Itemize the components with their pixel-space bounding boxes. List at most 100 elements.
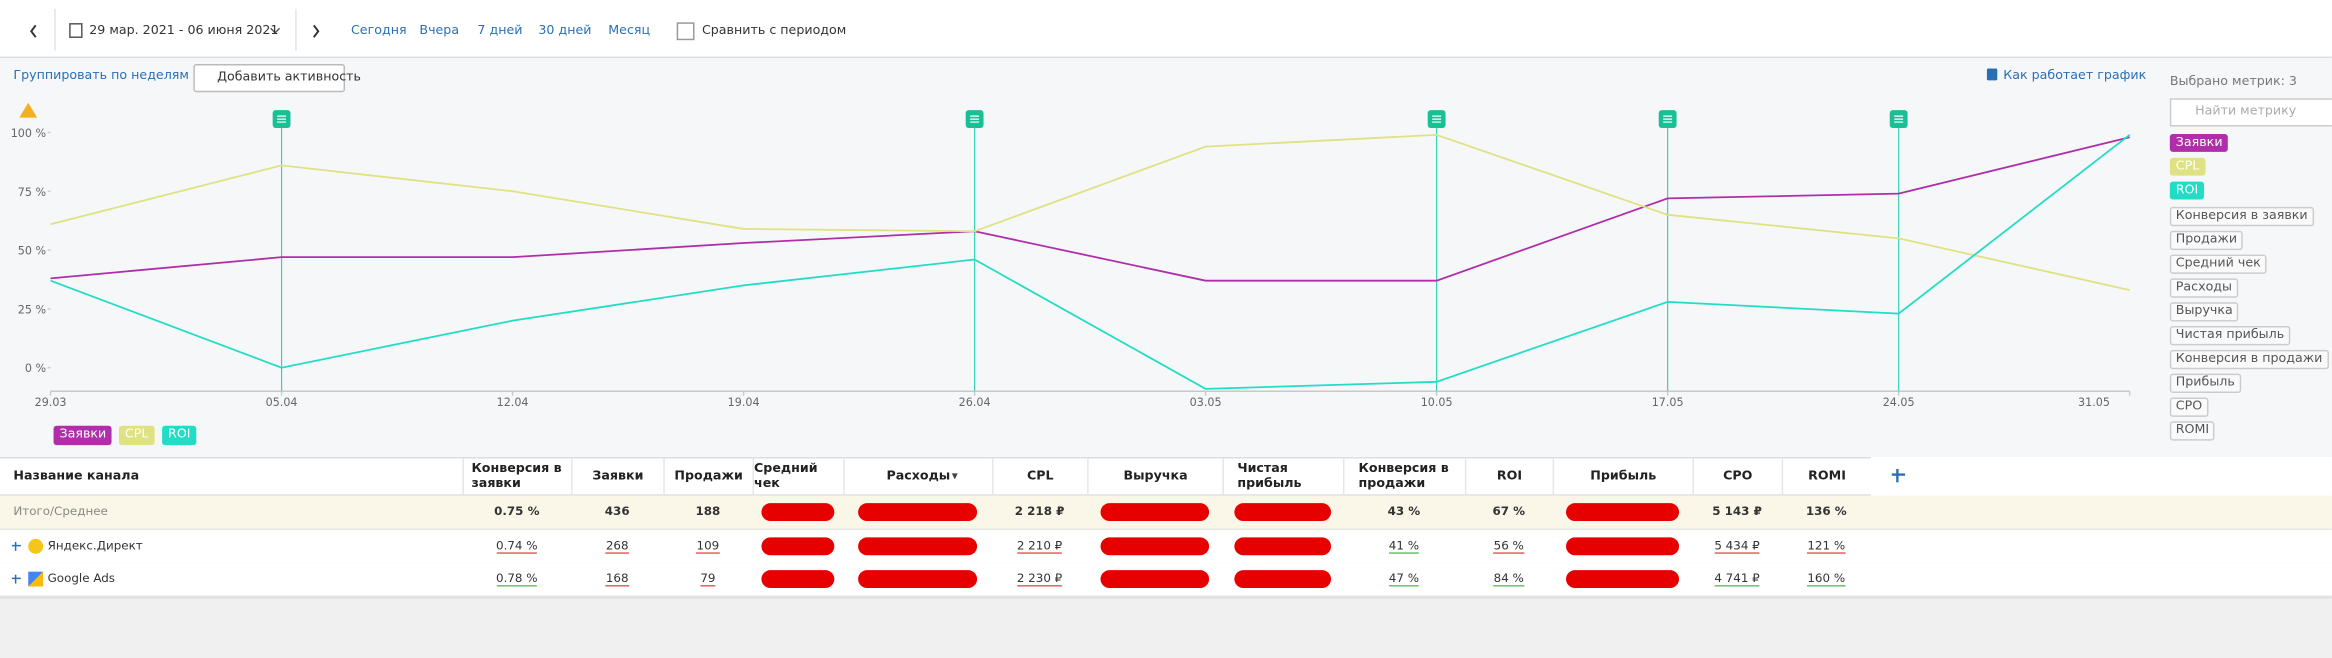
redaction <box>1234 570 1331 589</box>
header-cell[interactable]: Прибыль <box>1552 457 1693 496</box>
date-range[interactable]: 29 мар. 2021 - 06 июня 2021 <box>89 23 279 39</box>
header-cell[interactable]: Конверсия в заявки <box>462 457 572 496</box>
metrics-title: Выбрано метрик: 3 <box>2169 74 2297 90</box>
dropdown-icon[interactable] <box>270 27 281 34</box>
checkbox[interactable] <box>676 22 695 41</box>
add-column[interactable] <box>1890 464 1906 486</box>
cell-text: 268 <box>605 538 629 554</box>
cell-value: 5 434 ₽ <box>1692 537 1781 555</box>
y-tick-label: 0 % <box>25 362 46 375</box>
channel-name[interactable]: Яндекс.Директ <box>47 538 143 552</box>
metric-tag-selected[interactable]: CPL <box>2169 157 2206 176</box>
cell-value: 0.75 % <box>463 503 572 521</box>
header-cell[interactable]: Продажи <box>663 457 753 496</box>
search-placeholder[interactable]: Найти метрику <box>2195 104 2297 120</box>
cell-value: 41 % <box>1343 537 1465 555</box>
redaction <box>1566 503 1679 522</box>
warning-icon <box>19 102 38 118</box>
redaction <box>1234 536 1331 555</box>
metric-tag[interactable]: Расходы <box>2169 278 2238 298</box>
metric-tag[interactable]: Прибыль <box>2169 373 2241 394</box>
metric-tag[interactable]: Конверсия в продажи <box>2169 349 2329 370</box>
metric-tag[interactable]: ROMI <box>2169 421 2216 441</box>
cell-value: 121 % <box>1782 537 1871 555</box>
x-tick-label: 26.04 <box>959 396 991 409</box>
preset-link[interactable]: Месяц <box>608 23 651 39</box>
expand-icon[interactable] <box>11 541 21 551</box>
sort-arrow[interactable] <box>951 473 958 480</box>
channel-name[interactable]: Google Ads <box>47 571 116 586</box>
activity-marker-icon <box>1663 115 1673 123</box>
group-by[interactable]: Группировать по неделям <box>13 68 189 84</box>
x-tick-label: 24.05 <box>1883 396 1915 409</box>
header-cell[interactable]: ROMI <box>1781 457 1871 496</box>
header-cell[interactable]: Выручка <box>1087 457 1223 496</box>
next-button[interactable] <box>313 24 320 38</box>
metric-tag[interactable]: CPO <box>2169 397 2209 417</box>
cell-text: 56 % <box>1493 538 1524 554</box>
header-label: Прибыль <box>1590 468 1657 484</box>
header-cell[interactable]: Расходы <box>843 457 992 496</box>
header-cell[interactable]: Заявки <box>571 457 664 496</box>
cell-text: 2 230 ₽ <box>1016 571 1063 587</box>
redaction <box>1566 570 1679 589</box>
header-label: CPL <box>1026 468 1054 484</box>
expand-icon[interactable] <box>11 574 21 584</box>
series-line <box>50 133 2130 291</box>
toolbar <box>0 0 2332 59</box>
cell-value: 0.78 % <box>463 570 572 588</box>
cell-value: 4 741 ₽ <box>1692 570 1781 588</box>
search-box[interactable] <box>2169 98 2332 127</box>
header-label: Чистая прибыль <box>1237 461 1302 492</box>
preset-link[interactable]: Вчера <box>419 23 460 39</box>
redaction <box>761 570 835 589</box>
metric-tag[interactable]: Выручка <box>2169 302 2239 322</box>
header-cell[interactable]: Средний чек <box>752 457 844 496</box>
header-cell[interactable]: Чистая прибыль <box>1222 457 1343 496</box>
series-line <box>50 136 2130 282</box>
metric-tag-selected[interactable]: Заявки <box>2169 133 2229 152</box>
cell-value: 160 % <box>1782 570 1871 588</box>
header-label: Конверсия в заявки <box>471 461 562 492</box>
add-activity-button[interactable] <box>193 64 346 93</box>
x-tick-label: 05.04 <box>266 396 298 409</box>
add-activity-label[interactable]: Добавить активность <box>217 69 361 85</box>
header-cell[interactable]: CPO <box>1692 457 1782 496</box>
redaction <box>1100 570 1209 589</box>
cell-value: 56 % <box>1465 537 1553 555</box>
header-cell[interactable]: Конверсия в продажи <box>1342 457 1465 496</box>
toolbar-icons <box>30 8 320 51</box>
prev-button[interactable] <box>30 24 37 38</box>
metric-tag-selected[interactable]: ROI <box>2169 181 2205 200</box>
header-cell[interactable]: CPL <box>991 457 1088 496</box>
preset-link[interactable]: Сегодня <box>350 23 407 39</box>
metric-tag[interactable]: Средний чек <box>2169 254 2267 274</box>
header-label: ROMI <box>1808 468 1846 484</box>
preset-link[interactable]: 7 дней <box>477 23 523 39</box>
y-tick-label: 75 % <box>18 186 46 199</box>
y-tick-label: 25 % <box>18 303 46 316</box>
series-line <box>50 134 2131 390</box>
compare-label[interactable]: Сравнить с периодом <box>701 23 847 39</box>
cell-text: 67 % <box>1492 504 1526 519</box>
legend-item[interactable]: ROI <box>162 425 197 446</box>
legend-item[interactable]: CPL <box>118 425 155 446</box>
cell-value: 168 <box>571 570 663 588</box>
cell-value: 2 230 ₽ <box>992 570 1087 588</box>
cell-text: 188 <box>695 504 721 519</box>
legend-item[interactable]: Заявки <box>53 425 113 446</box>
cell-value: 79 <box>663 570 752 588</box>
cell-value: 188 <box>663 503 752 521</box>
metric-tag[interactable]: Чистая прибыль <box>2169 326 2291 346</box>
metric-tag[interactable]: Конверсия в заявки <box>2169 206 2314 227</box>
help-link[interactable]: Как работает график <box>2003 68 2147 84</box>
metric-tag[interactable]: Продажи <box>2169 230 2244 251</box>
preset-link[interactable]: 30 дней <box>538 23 592 39</box>
calendar-icon <box>69 23 83 38</box>
header-label: Заявки <box>592 468 644 484</box>
header-cell[interactable]: ROI <box>1464 457 1553 496</box>
cell-value: 43 % <box>1343 503 1465 521</box>
cell-text: 47 % <box>1388 571 1420 587</box>
